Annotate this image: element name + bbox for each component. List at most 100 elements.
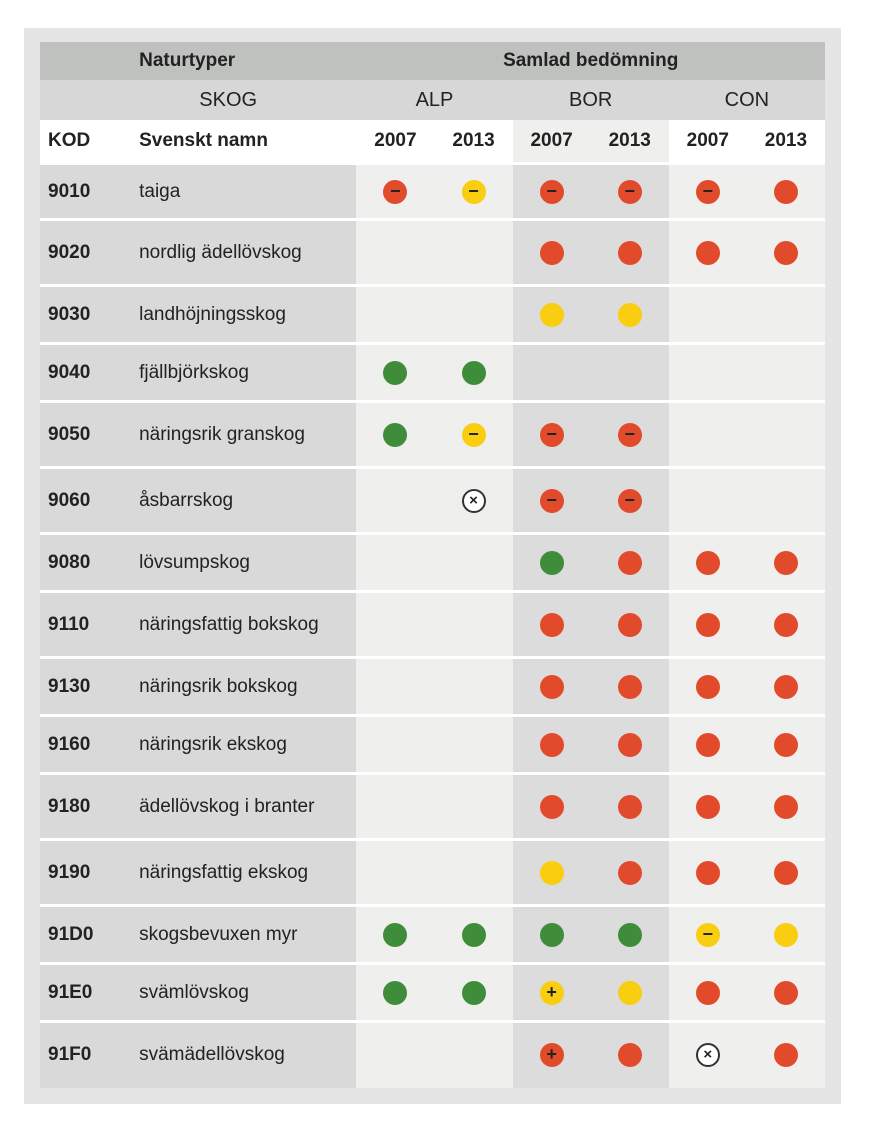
status-cell [668,218,747,286]
green-status-dot [383,922,408,947]
green-status-dot [461,922,486,947]
table-body: 9010 taiga − − − − − 9020 nordlig ädellövskog 903… [40,162,825,1088]
status-cell [746,466,825,534]
status-cell [590,714,669,774]
red-status-dot [695,860,720,885]
minus-icon: − [624,423,635,444]
status-cell [434,532,513,592]
status-cell [512,342,591,402]
status-cell [590,962,669,1022]
year-alp-2013: 2013 [434,120,513,164]
status-cell [746,656,825,716]
status-cell: − [590,162,669,220]
status-cell [668,838,747,906]
header-alp: ALP [356,80,513,120]
status-cell [668,772,747,840]
status-cell [746,400,825,468]
status-cell [668,342,747,402]
status-cell [668,466,747,534]
red-status-dot [773,240,798,265]
status-cell [356,714,435,774]
row-name: näringsfattig ekskog [127,838,357,906]
status-cell [356,218,435,286]
status-cell [668,962,747,1022]
minus-icon: − [702,180,714,201]
row-name: skogsbevuxen myr [127,904,357,964]
table-row: 9030 landhöjningsskog [40,284,825,344]
green-status-dot [383,360,408,385]
minus-icon: − [546,423,557,444]
row-name: näringsfattig bokskog [127,590,357,658]
green-status-dot [383,980,408,1005]
status-cell [668,284,747,344]
status-cell [590,1020,669,1088]
table-row: 9040 fjällbjörkskog [40,342,825,402]
yellow-status-dot [539,302,564,327]
red-status-dot [695,612,720,637]
table-row: 9190 näringsfattig ekskog [40,838,825,906]
status-cell [746,772,825,840]
minus-icon: − [468,423,479,444]
table-row: 91D0 skogsbevuxen myr − [40,904,825,964]
table-row: 9010 taiga − − − − − [40,162,825,220]
red-status-dot [695,240,720,265]
red-status-dot [539,794,564,819]
status-cell: − [512,466,591,534]
status-cell [356,1020,435,1088]
row-name: lövsumpskog [127,532,357,592]
row-kod: 9020 [40,218,128,286]
table-row: 9080 lövsumpskog [40,532,825,592]
header-bor: BOR [512,80,669,120]
status-cell [512,714,591,774]
header-svenskt-namn: Svenskt namn [127,120,357,164]
minus-icon: − [624,180,635,201]
year-bor-2013: 2013 [590,120,669,164]
status-cell [668,714,747,774]
status-cell [746,838,825,906]
red-status-dot: − [383,179,408,204]
row-name: näringsrik ekskog [127,714,357,774]
status-cell: × [668,1020,747,1088]
red-status-dot [617,1043,642,1068]
status-cell [356,838,435,906]
status-cell [590,218,669,286]
red-status-dot: − [617,422,642,447]
status-cell [668,532,747,592]
red-status-dot [539,612,564,637]
red-status-dot [773,732,798,757]
red-status-dot [539,674,564,699]
red-status-dot: − [539,179,564,204]
header-con: CON [668,80,825,120]
status-cell [746,1020,825,1088]
red-status-dot [617,550,642,575]
status-cell [668,590,747,658]
cross-icon: × [703,1046,713,1064]
row-kod: 91E0 [40,962,128,1022]
minus-icon: − [390,180,401,201]
status-cell: − [590,400,669,468]
status-cell: − [668,904,747,964]
red-status-dot [617,860,642,885]
status-cell [512,590,591,658]
status-cell [434,218,513,286]
red-status-dot: − [695,179,720,204]
red-status-dot: − [539,488,564,513]
yellow-status-dot: + [539,980,564,1005]
red-status-dot: − [539,422,564,447]
red-status-dot [695,550,720,575]
green-status-dot [461,360,486,385]
status-cell [746,590,825,658]
status-cell [590,590,669,658]
row-name: fjällbjörkskog [127,342,357,402]
red-status-dot [695,674,720,699]
status-cell: − [434,162,513,220]
red-status-dot [695,794,720,819]
red-status-dot [617,240,642,265]
plus-icon: + [546,981,557,1002]
green-status-dot [617,922,642,947]
row-name: åsbarrskog [127,466,357,534]
header-naturtyper: Naturtyper [127,42,357,80]
year-con-2013: 2013 [746,120,825,164]
yellow-status-dot [617,302,642,327]
status-cell [356,772,435,840]
